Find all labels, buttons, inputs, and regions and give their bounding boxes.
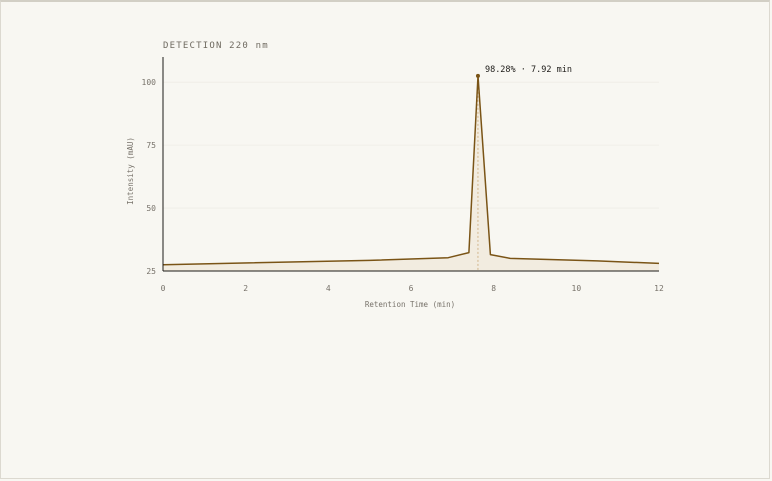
y-tick-label: 25 (146, 267, 156, 276)
chart-title: DETECTION 220 nm (163, 41, 269, 51)
x-axis-title: Retention Time (min) (365, 300, 455, 309)
x-tick-label: 12 (654, 284, 664, 293)
peak-annotation: 98.28% · 7.92 min (485, 65, 572, 75)
x-tick-label: 2 (243, 284, 248, 293)
x-tick-label: 8 (491, 284, 496, 293)
peak-marker (475, 73, 480, 78)
series-line (162, 75, 660, 266)
area-fill (163, 75, 659, 272)
x-tick-labels: 0 2 4 6 8 10 12 (161, 284, 664, 293)
x-tick-label: 6 (409, 284, 414, 293)
x-tick-label: 4 (326, 284, 331, 293)
grid-layer (163, 81, 659, 209)
x-tick-label: 0 (161, 284, 166, 293)
y-tick-label: 75 (146, 141, 156, 150)
y-tick-label: 100 (142, 78, 157, 87)
x-tick-label: 10 (572, 284, 582, 293)
y-tick-label: 50 (146, 204, 156, 213)
y-axis-title: Intensity (mAU) (126, 137, 135, 205)
y-tick-labels: 25 50 75 100 (142, 78, 157, 276)
